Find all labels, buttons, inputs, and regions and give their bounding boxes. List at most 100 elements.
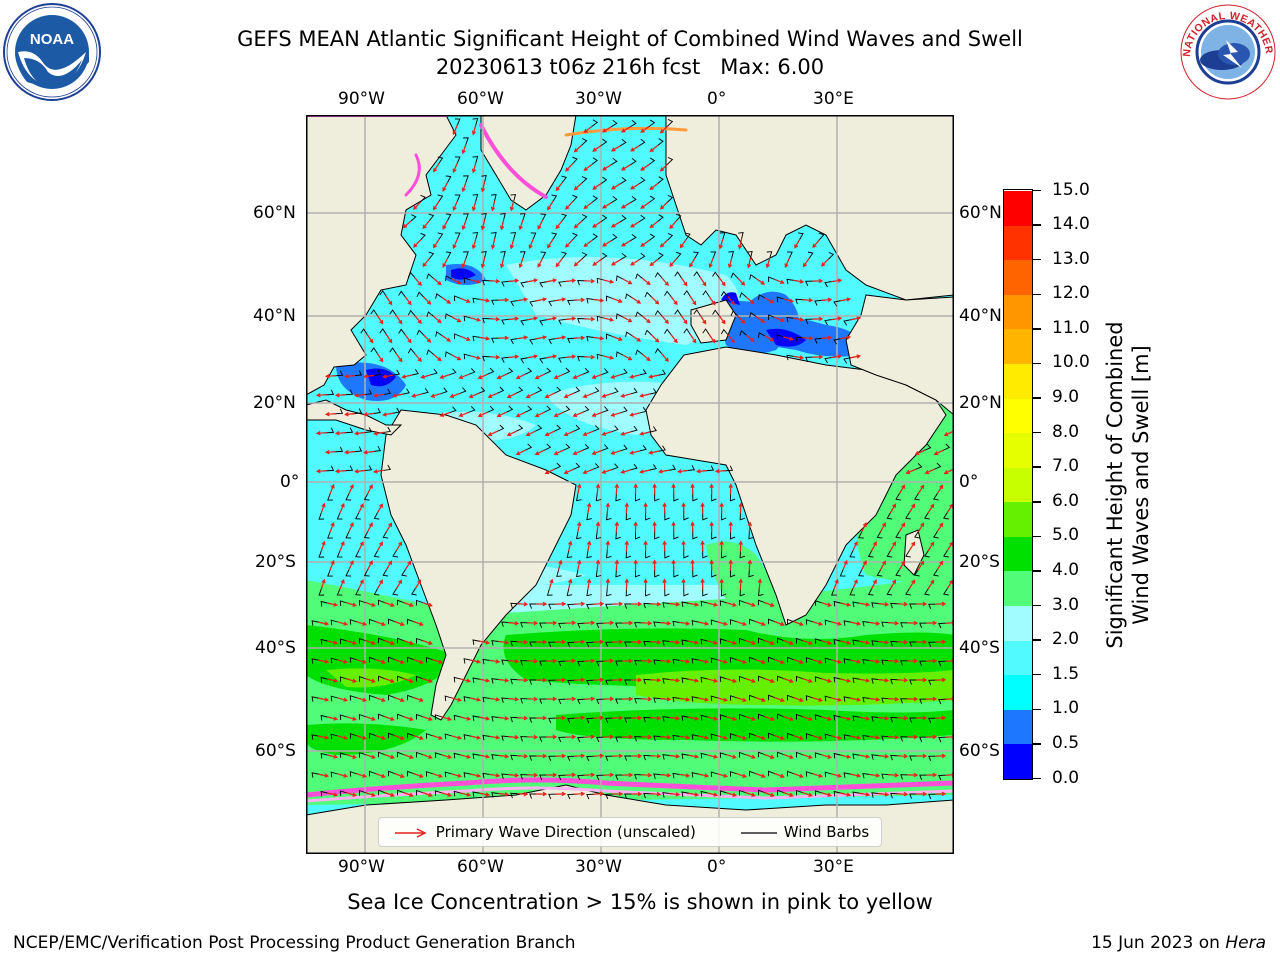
vector-field [311,118,954,800]
wave-direction-arrow [376,541,383,552]
wave-direction-arrow [630,221,640,228]
wave-direction-arrow [614,483,620,495]
wave-direction-arrow [831,621,843,626]
wave-direction-arrow [688,754,700,759]
wave-direction-arrow [698,773,710,778]
wave-direction-arrow [422,639,433,645]
wave-direction-arrow [831,354,843,359]
wave-direction-arrow [404,296,412,306]
wave-direction-arrow [630,183,640,190]
wave-direction-arrow [605,502,611,514]
wave-direction-arrow [888,658,900,664]
wave-direction-arrow [793,355,805,360]
wave-direction-arrow [747,521,753,533]
wave-direction-arrow [907,658,919,664]
wave-direction-arrow [449,392,461,398]
wave-direction-arrow [943,430,954,437]
wave-direction-arrow [698,697,710,702]
wave-direction-arrow [898,522,906,533]
wave-direction-arrow [384,639,395,645]
wave-direction-arrow [354,469,366,474]
wave-direction-arrow [318,659,330,664]
lat-label-right: 20°S [959,552,1000,572]
wave-direction-arrow [745,791,756,797]
wave-direction-arrow [565,772,577,778]
wave-direction-arrow [774,278,785,284]
wave-direction-arrow [812,354,824,360]
wave-direction-arrow [534,373,545,380]
wave-direction-arrow [376,579,383,590]
wave-direction-arrow [719,578,724,590]
wave-direction-arrow [470,773,482,778]
wave-direction-arrow [536,335,548,340]
wave-direction-arrow [460,792,472,797]
wave-direction-arrow [471,200,477,212]
wave-direction-arrow [508,316,520,321]
legend-label-wind-barbs: Wind Barbs [783,823,870,841]
wave-direction-arrow [620,393,632,398]
wave-direction-arrow [471,124,477,136]
wave-direction-arrow [709,521,714,533]
wave-direction-arrow [717,659,729,664]
wave-direction-arrow [414,579,422,590]
wave-direction-arrow [719,540,724,552]
wave-direction-arrow [536,677,548,683]
wave-direction-arrow [358,541,364,552]
colorbar-tick-label: 1.5 [1052,663,1080,684]
wave-direction-arrow [394,734,405,740]
wave-direction-arrow [648,450,660,455]
wave-direction-arrow [641,734,653,740]
wave-direction-arrow [568,540,573,552]
wave-direction-arrow [489,316,501,322]
wave-direction-arrow [451,773,463,778]
wave-direction-arrow [346,716,357,721]
wave-direction-arrow [737,315,746,324]
wave-direction-arrow [630,259,640,266]
wave-direction-arrow [622,620,634,626]
wave-direction-arrow [612,677,624,683]
wave-direction-arrow [403,601,414,607]
wave-direction-arrow [527,620,539,626]
colorbar-tick [1033,224,1041,226]
wave-direction-arrow [584,696,596,702]
wave-direction-arrow [926,620,938,626]
wave-direction-arrow [916,753,928,759]
wave-direction-arrow [536,601,548,607]
wave-direction-arrow [936,484,944,495]
wave-direction-arrow [460,678,472,683]
colorbar-tick-label: 10.0 [1052,352,1090,373]
wave-direction-arrow [382,374,394,379]
wave-direction-arrow [403,753,414,759]
wave-direction-arrow [498,678,510,683]
wave-direction-arrow [441,754,453,759]
wave-direction-arrow [555,220,563,230]
wave-direction-arrow [640,163,650,171]
wave-direction-arrow [641,772,653,778]
wave-direction-arrow [480,257,486,269]
wave-direction-arrow [517,715,529,721]
wave-direction-arrow [517,677,529,683]
wave-direction-arrow [395,541,403,552]
wave-direction-arrow [728,559,733,571]
wave-direction-arrow [914,449,926,456]
colorbar-segment [1004,328,1032,364]
wave-direction-arrow [840,754,852,759]
wave-direction-arrow [614,559,620,571]
wave-direction-arrow [850,697,862,702]
wave-direction-arrow [565,354,577,359]
wave-direction-arrow [318,773,330,778]
wave-direction-arrow [546,278,558,283]
wave-direction-arrow [329,521,335,533]
wave-direction-arrow [593,601,605,607]
wave-direction-arrow [718,277,726,287]
wave-direction-arrow [869,659,881,664]
wave-direction-arrow [641,620,653,626]
wave-direction-arrow [375,734,386,740]
wave-direction-arrow [601,468,613,474]
wave-direction-arrow [327,754,339,759]
wave-direction-arrow [365,716,376,721]
wave-direction-arrow [681,502,686,514]
wave-direction-arrow [669,716,681,721]
wave-direction-arrow [717,773,729,778]
wave-direction-arrow [924,468,935,475]
